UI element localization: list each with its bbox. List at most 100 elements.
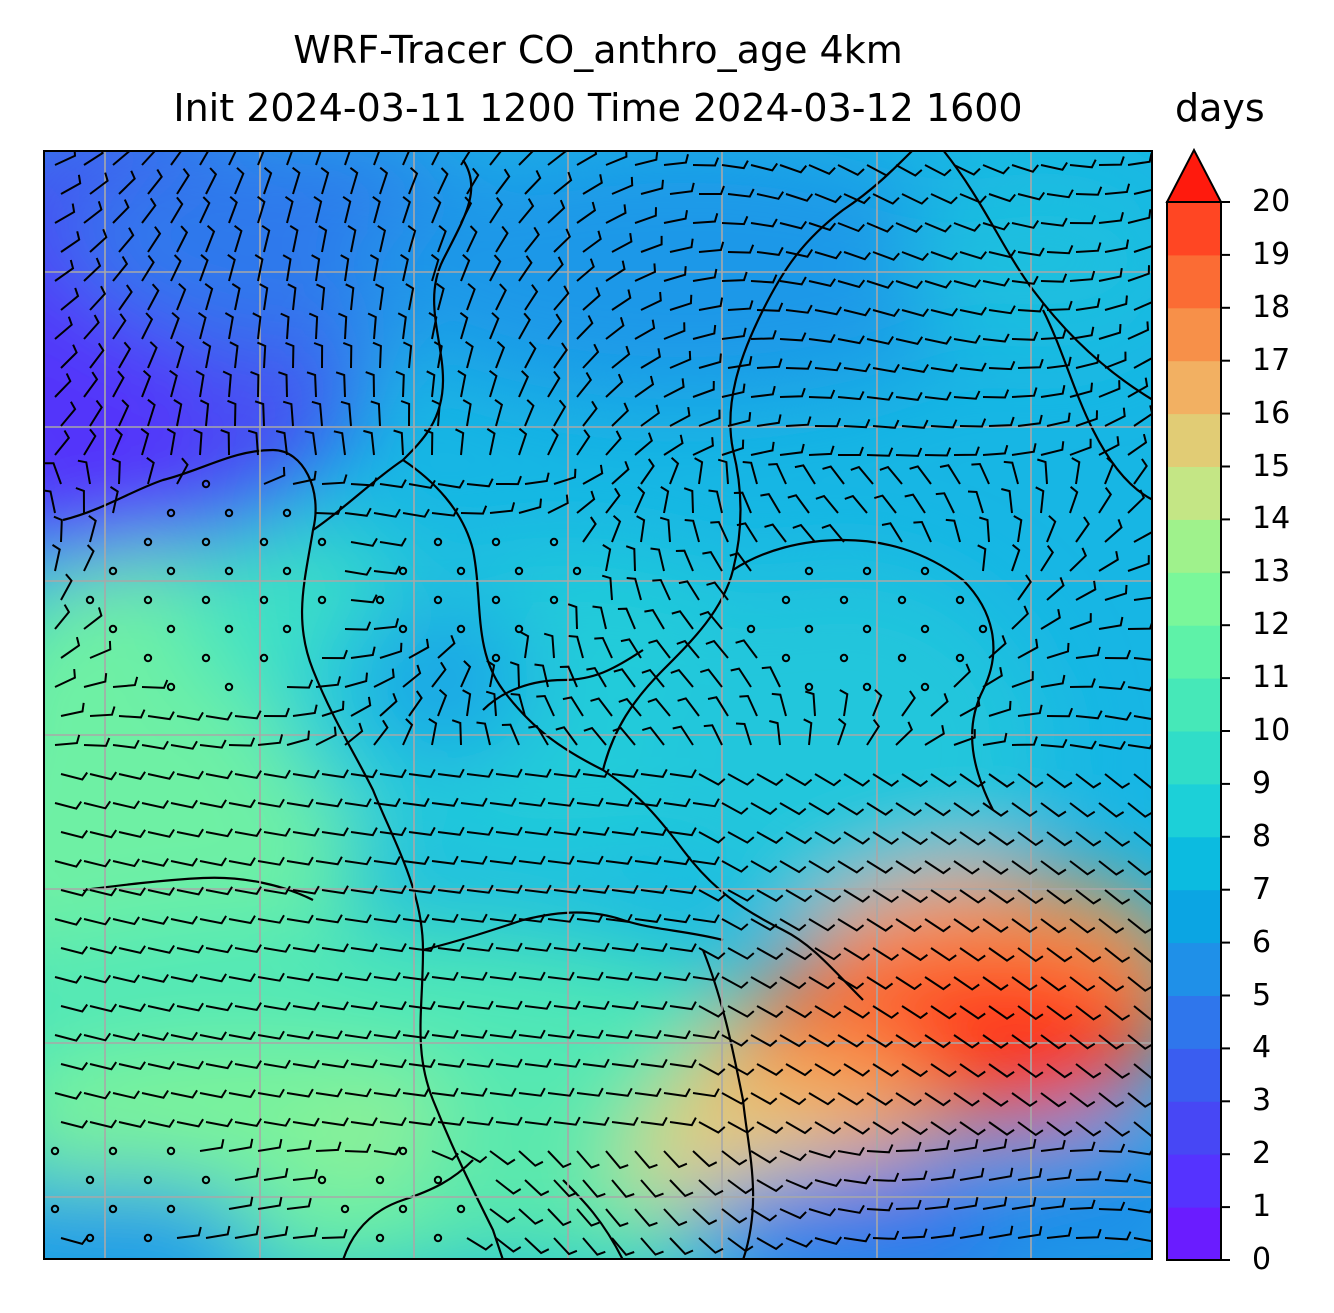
wind-barb	[692, 437, 714, 456]
wind-barb	[663, 1150, 688, 1169]
wind-barb	[640, 235, 663, 253]
wind-barb	[721, 1150, 748, 1166]
wind-barb	[756, 1121, 784, 1135]
wind-barb	[109, 486, 119, 514]
wind-barb	[54, 1033, 83, 1042]
wind-barb	[431, 507, 459, 517]
wind-barb	[344, 1143, 372, 1153]
wind-barb	[814, 831, 842, 845]
calm-wind-circle	[549, 537, 559, 547]
wind-barb	[895, 918, 922, 933]
calm-wind-circle	[108, 1146, 118, 1156]
wind-barb	[710, 520, 729, 543]
wind-barb	[924, 976, 951, 991]
wind-barb	[460, 971, 488, 981]
wind-barb	[872, 308, 901, 317]
wind-barb	[698, 297, 724, 311]
wind-barb	[982, 444, 1009, 456]
wind-barb	[1046, 947, 1073, 963]
wind-barb	[605, 430, 622, 456]
wind-barb	[489, 855, 517, 865]
wind-barb	[721, 976, 749, 989]
wind-barb	[850, 465, 874, 485]
wind-barb	[89, 399, 103, 427]
wind-barb	[176, 828, 204, 838]
wind-barb	[760, 492, 781, 514]
wind-barb	[75, 487, 85, 514]
wind-barb	[112, 255, 129, 282]
calm-wind-circle	[50, 1204, 60, 1214]
colorbar-box	[1167, 202, 1221, 256]
wind-barb	[808, 164, 836, 175]
calm-wind-circle	[143, 1175, 153, 1185]
wind-barb	[1104, 711, 1132, 721]
wind-barb	[837, 860, 865, 874]
coastlines	[62, 150, 1153, 1260]
wind-barb	[953, 918, 980, 933]
calm-wind-circle	[398, 566, 408, 576]
wind-barb	[702, 550, 723, 572]
wind-barb	[350, 1001, 378, 1011]
calm-wind-circle	[259, 537, 269, 547]
wind-barb	[553, 1116, 581, 1126]
wind-barb	[228, 1031, 256, 1041]
wind-barb	[721, 327, 747, 340]
wind-barb	[930, 419, 958, 429]
wind-barb	[373, 972, 401, 982]
wind-barb	[1104, 1231, 1132, 1241]
colorbar-box	[1167, 625, 1221, 679]
wind-barb	[721, 802, 749, 815]
wind-barb	[1098, 1034, 1125, 1050]
wind-barb	[495, 1179, 522, 1195]
wind-barb	[553, 285, 570, 311]
wind-barb	[1104, 351, 1127, 369]
wind-barb	[199, 973, 227, 983]
wind-barb	[576, 855, 604, 865]
calm-wind-circle	[920, 624, 930, 634]
wind-barb	[611, 289, 632, 311]
wind-barb	[379, 1117, 407, 1127]
wind-barb	[1040, 738, 1068, 749]
wind-barb	[344, 507, 372, 517]
wind-barb	[953, 1092, 980, 1107]
wind-barb	[613, 668, 636, 688]
wind-barb	[118, 170, 136, 195]
wind-barb	[736, 522, 758, 543]
colorbar-tick-label: 20	[1252, 184, 1291, 219]
wind-barb	[1075, 298, 1101, 311]
wind-barb	[982, 976, 1009, 991]
wind-barb	[234, 1118, 262, 1128]
calm-wind-circle	[978, 624, 988, 634]
wind-barb	[1098, 1143, 1126, 1153]
wind-barb	[553, 1000, 581, 1010]
wind-barb	[234, 770, 262, 780]
wind-barb	[176, 283, 187, 311]
wind-barb	[51, 544, 61, 572]
colorbar-tick-label: 17	[1252, 342, 1291, 378]
colorbar-box	[1167, 360, 1221, 415]
wind-barb	[771, 692, 787, 717]
wind-barb	[350, 594, 378, 604]
wind-barb	[518, 913, 546, 923]
wind-barb	[1127, 153, 1153, 166]
colorbar-tick-label: 2	[1252, 1136, 1272, 1172]
wind-barb	[60, 887, 89, 897]
wind-barb	[257, 1088, 285, 1098]
wind-barb	[698, 1179, 724, 1196]
wind-barb	[901, 193, 929, 205]
wind-barb	[779, 1034, 807, 1048]
wind-barb	[1104, 1005, 1131, 1021]
wind-barb	[373, 914, 401, 924]
wind-barb	[605, 204, 627, 224]
wind-barb	[1098, 551, 1119, 572]
wind-barb	[350, 943, 378, 953]
wind-barb	[141, 1031, 169, 1041]
wind-barb	[369, 254, 379, 282]
wind-barb	[431, 855, 459, 865]
map-title-line2: Init 2024-03-11 1200 Time 2024-03-12 160…	[173, 86, 1023, 130]
wind-barb	[611, 942, 639, 952]
wind-barb	[872, 251, 900, 261]
wind-barb	[321, 1117, 349, 1127]
wind-barb	[402, 1029, 430, 1039]
wind-barb	[437, 1000, 465, 1010]
